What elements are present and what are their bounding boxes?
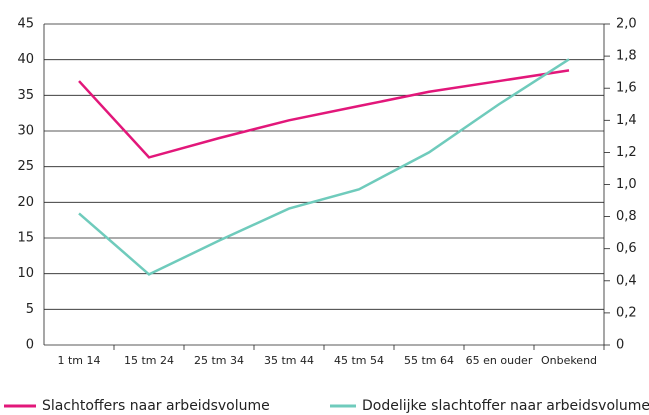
x-tick-label: 55 tm 64 <box>403 354 454 367</box>
y2-tick-label: 1,2 <box>616 145 637 160</box>
y-tick-label: 35 <box>17 88 34 103</box>
y-tick-label: 5 <box>26 302 34 317</box>
series-line <box>78 58 570 276</box>
y2-tick-label: 0,4 <box>616 273 637 288</box>
y2-tick-label: 0 <box>616 338 624 353</box>
legend-label: Slachtoffers naar arbeidsvolume <box>42 398 270 414</box>
x-tick-label: 15 tm 24 <box>123 354 174 367</box>
y-tick-label: 40 <box>17 52 34 67</box>
series-line <box>78 69 570 159</box>
y2-tick-label: 0,8 <box>616 209 637 224</box>
y2-tick-label: 2,0 <box>616 17 637 32</box>
x-tick-label: 35 tm 44 <box>263 354 314 367</box>
x-tick-label: Onbekend <box>540 354 598 367</box>
y-tick-label: 15 <box>17 231 34 246</box>
y2-tick-label: 0,6 <box>616 241 637 256</box>
x-tick-label: 1 tm 14 <box>57 354 101 367</box>
y-tick-label: 45 <box>17 17 34 32</box>
y-tick-label: 10 <box>17 266 34 281</box>
y2-tick-label: 1,0 <box>616 177 637 192</box>
x-tick-label: 25 tm 34 <box>193 354 244 367</box>
x-tick-label: 45 tm 54 <box>333 354 384 367</box>
y2-tick-label: 1,4 <box>616 113 637 128</box>
x-tick-label: 65 en ouder <box>465 354 533 367</box>
legend-label: Dodelijke slachtoffer naar arbeidsvolume <box>362 398 649 414</box>
y-tick-label: 25 <box>17 159 34 174</box>
y-tick-label: 0 <box>26 338 34 353</box>
y-tick-label: 30 <box>17 124 34 139</box>
y2-tick-label: 0,2 <box>616 305 637 320</box>
y-tick-label: 20 <box>17 195 34 210</box>
y2-tick-label: 1,8 <box>616 49 637 64</box>
y2-tick-label: 1,6 <box>616 81 637 96</box>
